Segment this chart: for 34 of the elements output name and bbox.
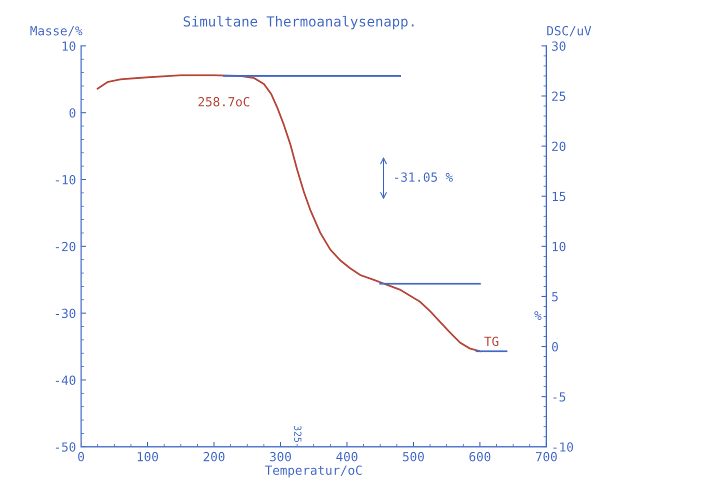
- y2-tick-label: 15: [552, 192, 566, 202]
- y2-tick-label: 20: [552, 142, 566, 152]
- x-tick-label: 300: [270, 452, 291, 462]
- y-tick-label: -40: [56, 375, 76, 385]
- y2-tick-label: 25: [552, 92, 566, 101]
- line-series: [96, 74, 481, 352]
- y2-tick-label: 10: [552, 242, 566, 252]
- y-axis-title: Masse/%: [30, 26, 82, 36]
- annotation: -31.05 %: [395, 172, 453, 182]
- y2-tick-label: 0: [552, 342, 558, 352]
- y2-axis-title: DSC/uV: [547, 26, 592, 36]
- x-tick-label: 400: [336, 452, 358, 462]
- x-tick-label: 100: [138, 452, 158, 462]
- y-tick-label: 0: [70, 108, 76, 118]
- y-tick-label: -30: [56, 308, 76, 318]
- x-tick-label: 0: [78, 452, 84, 462]
- y2-tick-label: -5: [553, 392, 566, 402]
- x-tick-label: 500: [403, 452, 424, 462]
- annotation: %: [534, 311, 542, 320]
- x-tick-label: 200: [204, 452, 224, 462]
- y-tick-label: 10: [62, 41, 76, 51]
- annotation: 258.7oC: [198, 97, 250, 106]
- y2-tick-label: 30: [552, 41, 566, 51]
- x-axis-title: Temperatur/oC: [265, 465, 362, 478]
- y2-tick-label: -10: [553, 442, 573, 452]
- x-tick-label: 700: [536, 452, 557, 462]
- annotation: TG: [484, 336, 498, 346]
- chart-title: Simultane Thermoanalysenapp.: [184, 16, 414, 30]
- y2-tick-label: 5: [552, 292, 558, 302]
- annotation: 325: [294, 426, 302, 442]
- x-tick-label: 600: [469, 452, 490, 462]
- y-tick-label: -20: [56, 242, 76, 252]
- y-tick-label: -10: [56, 175, 76, 184]
- y-tick-label: -50: [56, 442, 76, 452]
